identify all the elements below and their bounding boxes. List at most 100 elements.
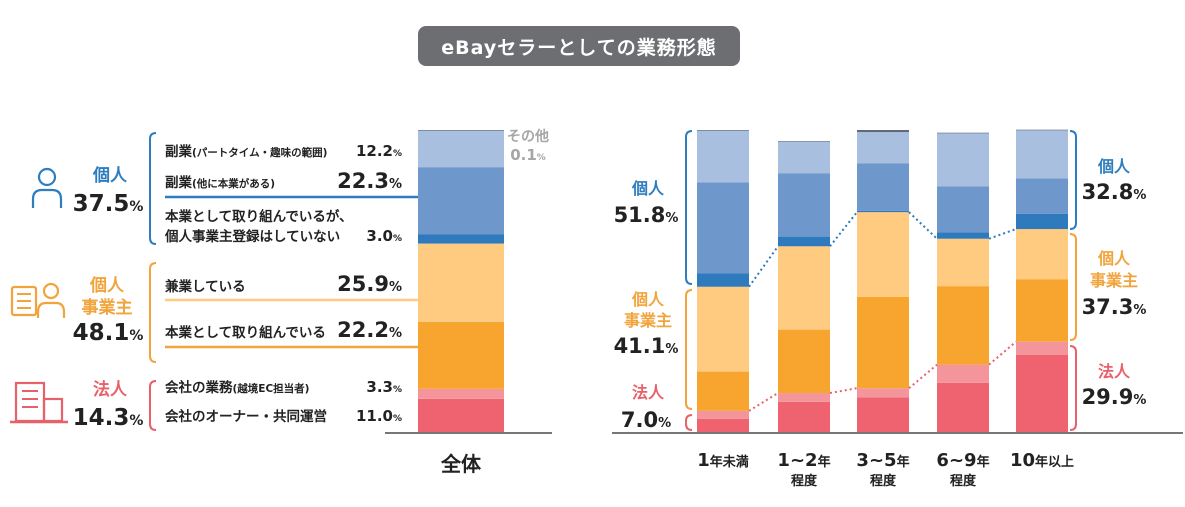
bar-segment bbox=[1016, 130, 1068, 179]
connector-individual bbox=[988, 228, 1017, 240]
bar-segment bbox=[778, 141, 830, 142]
group-value-number: 37.3 bbox=[1082, 295, 1134, 319]
group-value: 48.1% bbox=[73, 320, 144, 346]
bar-segment bbox=[1016, 279, 1068, 342]
group-value: 32.8% bbox=[1082, 180, 1147, 204]
connector-individual bbox=[908, 211, 938, 240]
x-tick-label: 全体 bbox=[440, 452, 482, 476]
bar-segment bbox=[418, 167, 504, 235]
group-value: 37.3% bbox=[1082, 295, 1147, 319]
segment-value: 11.0% bbox=[356, 407, 402, 425]
bar-segment bbox=[937, 186, 989, 233]
bracket-sole bbox=[149, 262, 157, 363]
x-tick-label: 3~5年 bbox=[856, 450, 909, 471]
chart-title: eBayセラーとしての業務形態 bbox=[418, 26, 740, 66]
bar-segment bbox=[778, 236, 830, 247]
bar-segment bbox=[857, 130, 909, 133]
bar-segment bbox=[778, 173, 830, 237]
x-tick-number: 1 bbox=[697, 450, 710, 471]
group-label: 個人 bbox=[631, 290, 665, 309]
segment-label-text: 本業として取り組んでいるが、 bbox=[165, 208, 353, 225]
x-tick-unit: 年 bbox=[818, 454, 831, 470]
group-value-number: 29.9 bbox=[1082, 385, 1134, 409]
building-shape bbox=[14, 381, 46, 423]
group-value: 51.8% bbox=[614, 203, 679, 227]
segment-value: 3.0% bbox=[366, 227, 402, 245]
group-value: 37.5% bbox=[73, 191, 144, 217]
bar-segment bbox=[697, 286, 749, 372]
group-label: 個人 bbox=[92, 165, 128, 186]
group-value-unit: % bbox=[1133, 188, 1146, 203]
x-tick-unit: 年未満 bbox=[710, 454, 749, 470]
x-tick-number: 6~9 bbox=[936, 450, 976, 471]
x-tick-label: 6~9年 bbox=[936, 450, 989, 471]
group-value-number: 48.1 bbox=[73, 320, 130, 346]
connector-corp bbox=[988, 340, 1017, 366]
bar-segment bbox=[1016, 213, 1068, 230]
freelancer-icon bbox=[10, 282, 66, 318]
group-label-line2: 事業主 bbox=[1090, 271, 1138, 290]
segment-value-number: 12.2 bbox=[356, 142, 393, 160]
segment-label-text: 会社のオーナー・共同運営 bbox=[165, 408, 327, 425]
group-label-line2: 事業主 bbox=[624, 311, 672, 330]
x-tick-label: 10年以上 bbox=[1010, 450, 1074, 471]
x-tick-unit: 年 bbox=[897, 454, 910, 470]
bar-segment bbox=[697, 371, 749, 411]
segment-value-number: 3.3 bbox=[366, 378, 393, 396]
segment-value-number: 25.9 bbox=[337, 272, 389, 296]
other-value: 0.1% bbox=[510, 146, 546, 164]
segment-value-number: 3.0 bbox=[366, 227, 393, 245]
group-value-unit: % bbox=[665, 342, 678, 357]
bar-segment bbox=[697, 130, 749, 131]
group-value-number: 37.5 bbox=[73, 191, 130, 217]
bar-segment bbox=[937, 364, 989, 383]
bar-segment bbox=[697, 418, 749, 432]
segment-value-unit: % bbox=[393, 149, 402, 159]
group-value-number: 7.0 bbox=[621, 408, 658, 432]
segment-value-unit: % bbox=[393, 414, 402, 424]
freelancer-body bbox=[36, 301, 66, 318]
group-value-unit: % bbox=[129, 413, 143, 429]
connector-individual bbox=[829, 211, 858, 247]
segment-label-text: 副業 bbox=[165, 143, 192, 160]
group-label: 法人 bbox=[93, 379, 128, 400]
bar-segment bbox=[937, 132, 989, 134]
segment-value-unit: % bbox=[389, 177, 402, 192]
segment-label-text: 兼業している bbox=[165, 278, 246, 295]
bar-segment bbox=[418, 130, 504, 168]
person-icon-head bbox=[37, 167, 57, 187]
bar-segment bbox=[778, 141, 830, 174]
person-icon bbox=[31, 167, 63, 208]
bracket-sole bbox=[1069, 233, 1077, 341]
segment-label-text: 会社の業務 bbox=[165, 379, 233, 396]
x-tick-label-line2: 程度 bbox=[791, 473, 818, 489]
group-value: 41.1% bbox=[614, 334, 679, 358]
bar-segment bbox=[1016, 341, 1068, 355]
group-value: 14.3% bbox=[73, 405, 144, 431]
bar-segment bbox=[1016, 354, 1068, 432]
segment-label: 本業として取り組んでいるが、 bbox=[165, 208, 353, 225]
segment-label: 会社の業務(越境EC担当者) bbox=[165, 379, 309, 396]
segment-label-sub: (越境EC担当者) bbox=[233, 382, 310, 395]
bar-segment bbox=[857, 297, 909, 389]
segment-label: 会社のオーナー・共同運営 bbox=[165, 408, 327, 425]
group-label: 個人 bbox=[631, 179, 665, 198]
segment-value: 3.3% bbox=[366, 378, 402, 396]
bar-segment bbox=[937, 382, 989, 432]
segment-value-unit: % bbox=[393, 385, 402, 395]
segment-label: 本業として取り組んでいる bbox=[165, 324, 326, 341]
segment-label-text: 副業 bbox=[165, 174, 192, 191]
bar-segment bbox=[1016, 129, 1068, 131]
bracket-corp bbox=[685, 414, 693, 431]
segment-label: 副業(他に本業がある) bbox=[165, 174, 275, 191]
bar-segment bbox=[937, 232, 989, 239]
connector-corp bbox=[829, 387, 858, 395]
group-label: 法人 bbox=[632, 383, 665, 402]
group-value-number: 32.8 bbox=[1082, 180, 1134, 204]
bar-segment bbox=[697, 273, 749, 287]
x-tick-number: 10 bbox=[1010, 450, 1035, 471]
bar-segment bbox=[697, 410, 749, 419]
bar-segment bbox=[778, 329, 830, 394]
bar-segment bbox=[937, 286, 989, 365]
